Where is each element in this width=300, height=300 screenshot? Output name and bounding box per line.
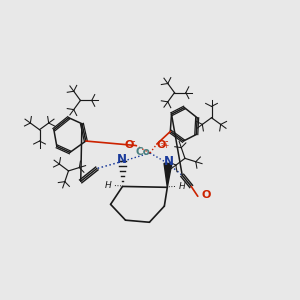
Text: H: H [178, 182, 185, 190]
Text: -: - [132, 136, 135, 146]
Text: Co: Co [136, 147, 151, 158]
Text: O: O [124, 140, 134, 150]
Text: O: O [202, 190, 211, 200]
Text: 3+: 3+ [159, 143, 169, 149]
Text: -: - [164, 136, 168, 146]
Polygon shape [164, 163, 172, 187]
Text: N: N [164, 155, 174, 168]
Text: O: O [156, 140, 166, 150]
Text: H: H [105, 181, 112, 190]
Text: N: N [117, 153, 127, 166]
